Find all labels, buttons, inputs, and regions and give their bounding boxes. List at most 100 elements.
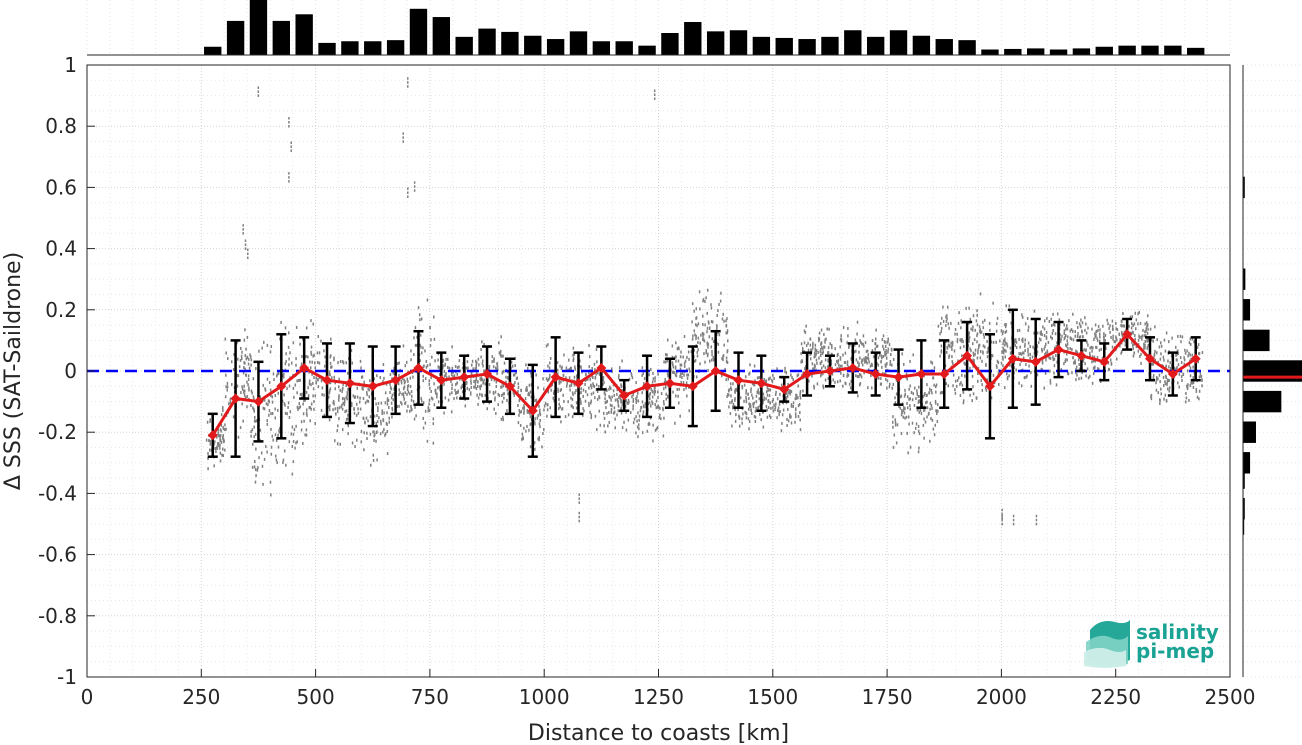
scatter-point (734, 388, 737, 392)
scatter-point (820, 328, 823, 332)
scatter-point (830, 343, 833, 347)
scatter-point (400, 381, 403, 385)
scatter-point (900, 413, 903, 417)
scatter-point (814, 349, 816, 353)
scatter-point (558, 402, 560, 406)
scatter-point (1119, 338, 1122, 342)
scatter-point (1198, 375, 1201, 379)
scatter-point (573, 352, 576, 356)
scatter-point (652, 390, 654, 394)
scatter-point (522, 406, 524, 410)
scatter-point (937, 409, 939, 413)
scatter-point (1080, 376, 1083, 380)
scatter-point (956, 332, 958, 336)
scatter-point (786, 394, 789, 398)
scatter-point (353, 411, 356, 415)
scatter-point (611, 404, 613, 408)
scatter-point (911, 421, 914, 425)
scatter-point (812, 367, 814, 371)
scatter-point (776, 367, 778, 371)
scatter-point (426, 439, 429, 443)
top-histogram-bar (1118, 45, 1136, 55)
scatter-point (1179, 356, 1182, 360)
scatter-point (214, 447, 217, 451)
scatter-point (290, 145, 292, 148)
scatter-point (414, 343, 417, 347)
scatter-point (480, 348, 482, 352)
scatter-point (473, 379, 475, 383)
scatter-point (388, 406, 390, 410)
scatter-point (318, 351, 321, 355)
scatter-point (1178, 385, 1180, 389)
scatter-point (735, 387, 738, 391)
scatter-point (654, 403, 657, 407)
scatter-point (612, 383, 615, 387)
scatter-point (423, 364, 425, 368)
top-histogram-bar (889, 30, 908, 55)
scatter-point (270, 445, 273, 449)
scatter-point (641, 373, 643, 377)
scatter-point (253, 419, 256, 423)
scatter-point (1144, 340, 1146, 344)
scatter-point (588, 343, 590, 347)
scatter-point (580, 387, 582, 391)
scatter-point (1053, 364, 1056, 368)
scatter-point (1193, 340, 1195, 344)
scatter-point (652, 423, 654, 427)
scatter-point (1147, 314, 1149, 318)
scatter-point (337, 361, 339, 365)
scatter-point (353, 407, 355, 411)
scatter-point (291, 425, 294, 429)
scatter-point (588, 404, 590, 408)
scatter-point (1043, 319, 1046, 323)
scatter-point (674, 365, 677, 369)
scatter-point (579, 359, 581, 363)
scatter-point (964, 362, 966, 366)
scatter-point (602, 382, 604, 386)
scatter-point (290, 141, 292, 144)
scatter-point (839, 364, 842, 368)
right-histogram-bar (1243, 497, 1245, 520)
scatter-point (679, 374, 681, 378)
scatter-point (922, 395, 924, 399)
scatter-point (949, 344, 951, 348)
scatter-point (457, 389, 460, 393)
scatter-point (877, 363, 880, 367)
scatter-point (244, 354, 247, 358)
scatter-point (648, 393, 651, 397)
scatter-point (575, 389, 577, 393)
scatter-point (226, 381, 229, 385)
scatter-point (359, 407, 362, 411)
scatter-point (741, 386, 744, 390)
scatter-point (270, 452, 273, 456)
scatter-point (285, 463, 287, 467)
scatter-point (562, 393, 564, 397)
scatter-point (1196, 395, 1199, 399)
scatter-point (547, 378, 550, 382)
scatter-point (588, 355, 591, 359)
scatter-point (549, 356, 552, 360)
scatter-point (422, 379, 425, 383)
scatter-point (525, 388, 527, 392)
scatter-point (809, 357, 812, 361)
scatter-point (313, 407, 315, 411)
scatter-point (1027, 350, 1029, 354)
scatter-point (984, 345, 986, 349)
scatter-point (1053, 371, 1055, 375)
scatter-point (721, 357, 723, 361)
scatter-point (679, 367, 682, 371)
scatter-point (1137, 322, 1139, 326)
scatter-point (650, 367, 652, 371)
scatter-point (1169, 361, 1171, 365)
scatter-point (864, 356, 867, 360)
scatter-point (824, 338, 826, 342)
scatter-point (582, 413, 584, 417)
scatter-point (1135, 345, 1138, 349)
scatter-point (1024, 344, 1026, 348)
scatter-point (269, 480, 272, 484)
scatter-point (305, 433, 308, 437)
scatter-point (407, 379, 409, 383)
scatter-point (219, 446, 221, 450)
scatter-point (926, 415, 928, 419)
x-tick-label: 1000 (519, 685, 570, 709)
